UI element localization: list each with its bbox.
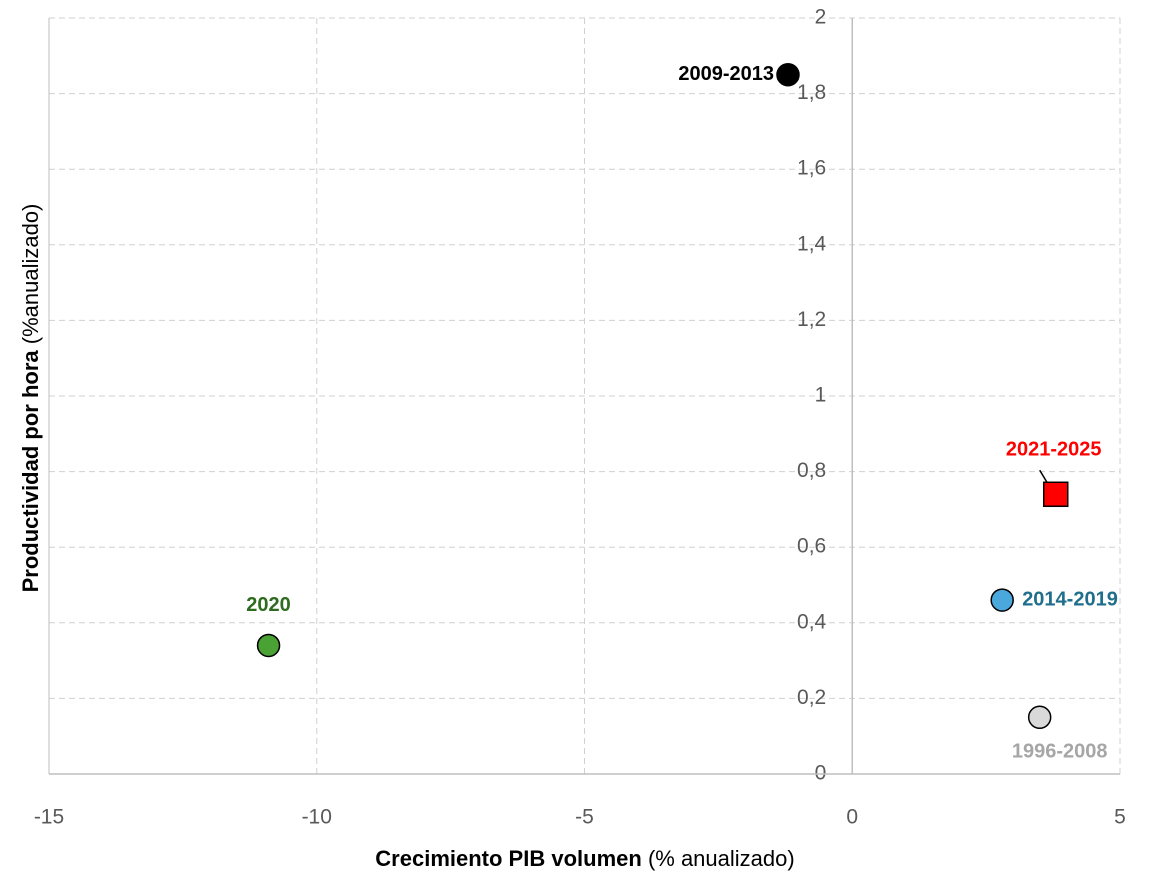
point-label: 2020 <box>246 594 291 616</box>
y-tick-label: 0,2 <box>797 686 826 709</box>
x-axis-label: Crecimiento PIB volumen (% anualizado) <box>375 846 794 871</box>
y-tick-label: 0,8 <box>797 459 826 482</box>
point-label: 2021-2025 <box>1006 439 1102 461</box>
y-axis-label-bold: Productividad por hora <box>18 350 43 593</box>
x-tick-label: 5 <box>1114 806 1126 829</box>
y-tick-label: 1,4 <box>797 232 827 255</box>
y-tick-label: 1 <box>815 384 827 407</box>
y-tick-label: 0,6 <box>797 535 826 558</box>
x-tick-label: -5 <box>575 806 594 829</box>
y-tick-label: 2 <box>815 6 827 29</box>
x-tick-label: 0 <box>846 806 858 829</box>
x-axis-label-bold: Crecimiento PIB volumen <box>375 846 642 871</box>
point-label: 2014-2019 <box>1022 588 1118 610</box>
y-axis-label: Productividad por hora (%anualizado) <box>18 204 43 593</box>
x-axis-label-rest: (% anualizado) <box>648 846 795 871</box>
marker <box>776 62 800 87</box>
point-label: 2009-2013 <box>678 63 774 85</box>
y-tick-label: 1,8 <box>797 81 826 104</box>
y-axis-label-rest: (%anualizado) <box>18 204 43 345</box>
y-tick-label: 0 <box>815 762 827 785</box>
x-tick-label: -10 <box>302 806 332 829</box>
y-tick-label: 1,2 <box>797 308 826 331</box>
y-tick-label: 0,4 <box>797 610 827 633</box>
marker <box>1042 481 1069 508</box>
marker <box>990 588 1014 612</box>
x-tick-label: -15 <box>34 806 64 829</box>
marker <box>256 633 281 658</box>
y-tick-label: 1,6 <box>797 157 826 180</box>
marker <box>1027 705 1052 730</box>
point-label: 1996-2008 <box>1012 741 1108 763</box>
